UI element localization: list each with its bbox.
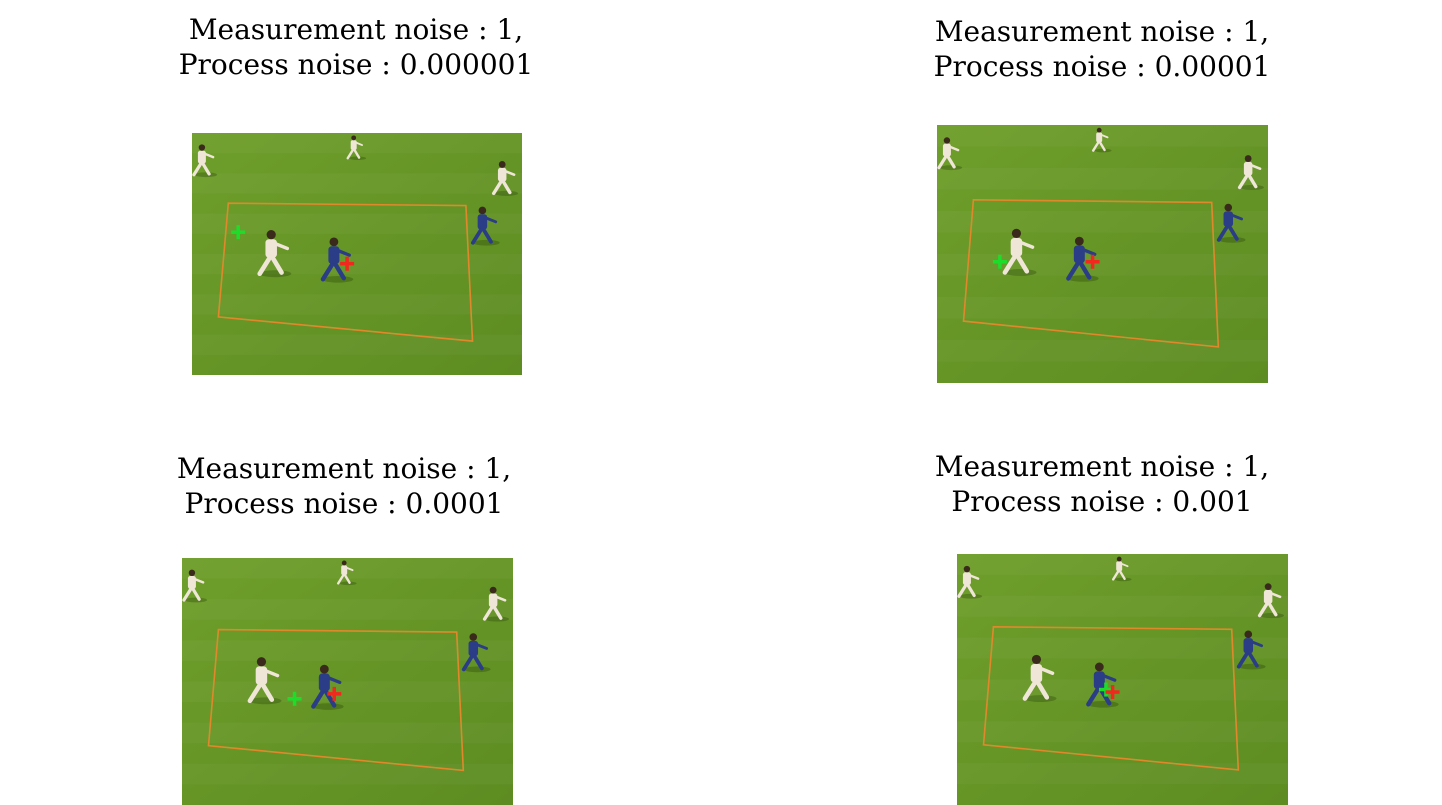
measurement-marker xyxy=(1098,682,1113,697)
pitch-background xyxy=(182,558,513,805)
tracking-frame-2 xyxy=(182,558,513,805)
measurement-noise-label: Measurement noise : 1, xyxy=(934,450,1270,483)
player-white-far xyxy=(492,161,519,196)
process-noise-label: Process noise : 0.001 xyxy=(951,485,1253,518)
kalman-estimate-marker xyxy=(1085,254,1100,269)
measurement-marker xyxy=(992,254,1007,269)
player-white-corner xyxy=(937,137,963,171)
process-noise-label: Process noise : 0.0001 xyxy=(184,487,504,520)
player-white-top xyxy=(1091,127,1112,153)
player-white-far xyxy=(1257,583,1285,619)
measurement-marker xyxy=(287,691,302,706)
tracking-frame-3 xyxy=(957,554,1288,805)
player-blue-far xyxy=(470,206,500,246)
process-noise-label: Process noise : 0.000001 xyxy=(178,48,534,81)
pitch-background xyxy=(937,125,1268,383)
player-white-top xyxy=(336,560,357,586)
player-white-top xyxy=(346,135,367,161)
measurement-noise-label: Measurement noise : 1, xyxy=(188,13,524,46)
tracking-frame-1 xyxy=(937,125,1268,383)
panel-caption-1: Measurement noise : 1, Process noise : 0… xyxy=(842,14,1362,84)
kalman-estimate-marker xyxy=(327,686,342,701)
measurement-noise-label: Measurement noise : 1, xyxy=(176,452,512,485)
process-noise-label: Process noise : 0.00001 xyxy=(933,50,1271,83)
player-white-top xyxy=(1111,556,1132,582)
panel-caption-0: Measurement noise : 1, Process noise : 0… xyxy=(96,12,616,82)
measurement-noise-label: Measurement noise : 1, xyxy=(934,15,1270,48)
player-blue-far xyxy=(1216,203,1246,243)
kalman-estimate-marker xyxy=(1105,685,1120,700)
tracking-region-box xyxy=(962,198,1220,348)
player-blue xyxy=(320,237,354,283)
player-blue-far xyxy=(1236,630,1266,670)
player-blue xyxy=(1066,236,1099,282)
player-white-far xyxy=(482,586,510,622)
player-white-corner xyxy=(182,569,208,603)
player-white-corner xyxy=(957,565,983,599)
player-white-tracked xyxy=(247,657,282,705)
player-white-tracked xyxy=(257,230,292,278)
player-white-corner xyxy=(192,144,218,178)
pitch-background xyxy=(192,133,522,375)
player-blue-far xyxy=(461,633,491,673)
player-blue xyxy=(311,664,344,710)
tracking-frame-0 xyxy=(192,133,522,375)
player-white-tracked xyxy=(1002,228,1037,276)
tracking-region-box xyxy=(207,628,465,772)
kalman-estimate-marker xyxy=(340,256,355,271)
player-white-tracked xyxy=(1022,654,1057,702)
pitch-background xyxy=(957,554,1288,805)
measurement-marker xyxy=(231,225,246,240)
tracking-region-box xyxy=(217,202,474,342)
tracking-region-box xyxy=(982,625,1240,771)
panel-caption-2: Measurement noise : 1, Process noise : 0… xyxy=(84,451,604,521)
player-white-far xyxy=(1237,155,1265,190)
panel-caption-3: Measurement noise : 1, Process noise : 0… xyxy=(842,449,1362,519)
